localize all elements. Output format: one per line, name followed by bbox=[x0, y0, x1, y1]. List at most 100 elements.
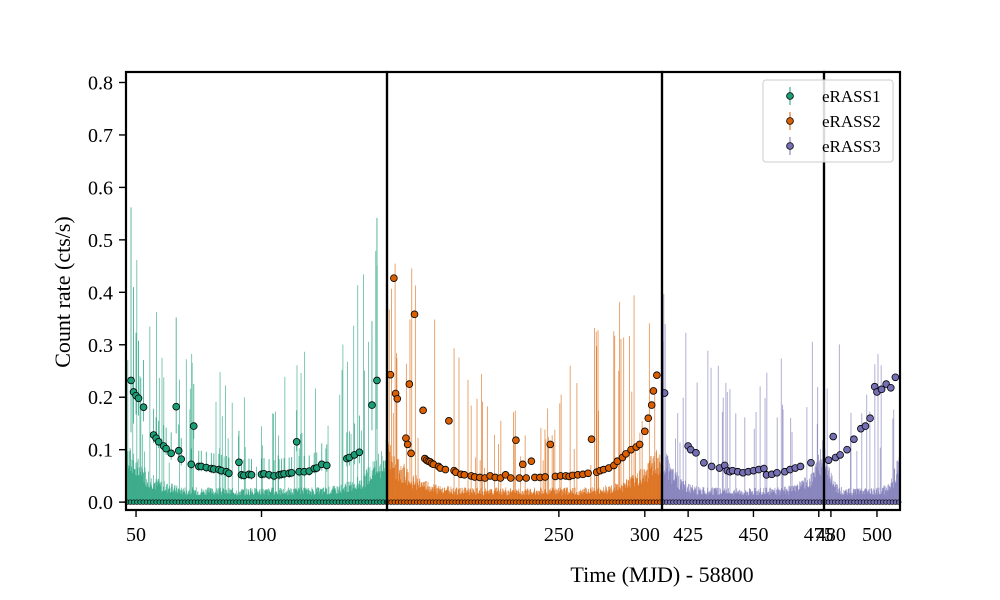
panel-frames-layer bbox=[124, 70, 902, 512]
y-tick-label: 0.7 bbox=[88, 125, 113, 147]
legend-label: eRASS2 bbox=[822, 112, 881, 131]
data-point bbox=[644, 414, 653, 423]
data-point bbox=[641, 427, 649, 436]
data-point bbox=[441, 465, 450, 474]
y-tick-label: 0.3 bbox=[88, 335, 113, 357]
data-point bbox=[127, 376, 135, 385]
data-point bbox=[403, 440, 412, 449]
data-point bbox=[760, 464, 768, 473]
data-point bbox=[235, 458, 243, 467]
data-point bbox=[807, 458, 815, 467]
legend-marker bbox=[786, 92, 794, 100]
data-point bbox=[522, 474, 531, 482]
panel-frame bbox=[822, 70, 902, 512]
data-point bbox=[506, 474, 515, 482]
y-tick-label: 0.6 bbox=[88, 177, 113, 199]
data-point bbox=[886, 383, 895, 392]
x-tick-label: 500 bbox=[862, 524, 892, 546]
data-point bbox=[187, 460, 196, 469]
data-point bbox=[518, 460, 527, 469]
y-tick-label: 0.1 bbox=[88, 440, 113, 462]
x-tick-label: 425 bbox=[673, 524, 703, 546]
data-point bbox=[407, 449, 415, 458]
data-point bbox=[174, 446, 183, 455]
x-tick-label: 480 bbox=[816, 524, 846, 546]
data-point bbox=[773, 468, 781, 477]
legend-label: eRASS3 bbox=[822, 137, 881, 156]
data-point bbox=[836, 451, 844, 459]
data-point bbox=[460, 471, 469, 479]
data-point bbox=[139, 403, 148, 411]
data-point bbox=[172, 402, 180, 411]
x-tick-label: 100 bbox=[247, 524, 277, 546]
data-point bbox=[167, 449, 175, 458]
data-point bbox=[584, 469, 592, 478]
x-tick-label: 450 bbox=[738, 524, 768, 546]
y-axis-label: Count rate (cts/s) bbox=[50, 216, 75, 368]
data-point bbox=[707, 462, 716, 471]
y-axis: 0.0 0.1 0.2 0.3 0.4 0.5 0.6 0.7 0.8 bbox=[88, 72, 126, 514]
data-point bbox=[891, 373, 900, 382]
zero-points-layer bbox=[124, 499, 902, 505]
error-bands-layer bbox=[125, 207, 900, 503]
data-point bbox=[692, 449, 700, 457]
data-point bbox=[829, 432, 838, 441]
data-point bbox=[541, 473, 549, 481]
legend-entries: eRASS1 eRASS2 eRASS3 bbox=[786, 87, 881, 156]
data-point bbox=[393, 394, 402, 403]
data-point bbox=[622, 450, 630, 458]
data-point bbox=[292, 438, 301, 446]
data-point bbox=[373, 376, 381, 385]
data-point bbox=[247, 471, 256, 479]
data-point bbox=[162, 444, 170, 453]
data-point bbox=[850, 435, 858, 443]
data-point bbox=[527, 457, 536, 466]
legend-marker bbox=[786, 142, 794, 150]
data-point bbox=[355, 448, 364, 457]
data-point bbox=[700, 458, 708, 467]
legend-box bbox=[762, 79, 894, 163]
data-point bbox=[410, 310, 419, 319]
y-tick-label: 0.5 bbox=[88, 230, 113, 252]
legend-label: eRASS1 bbox=[822, 87, 881, 106]
data-point bbox=[322, 461, 331, 470]
data-points-layer bbox=[127, 274, 900, 482]
data-point bbox=[653, 371, 661, 379]
data-point bbox=[587, 435, 596, 443]
data-point bbox=[225, 469, 233, 478]
data-point bbox=[515, 474, 524, 482]
x-tick-label: 300 bbox=[630, 524, 660, 546]
data-point bbox=[647, 401, 656, 409]
data-point bbox=[312, 464, 321, 472]
data-point bbox=[402, 434, 410, 442]
data-point bbox=[390, 274, 398, 282]
y-tick-label: 0.2 bbox=[88, 387, 113, 409]
data-point bbox=[635, 440, 644, 449]
data-point bbox=[877, 385, 886, 394]
data-point bbox=[189, 422, 198, 430]
data-point bbox=[368, 401, 376, 409]
y-tick-label: 0.0 bbox=[88, 492, 113, 514]
x-tick-label: 50 bbox=[126, 524, 146, 546]
data-point bbox=[287, 468, 296, 477]
y-tick-label: 0.8 bbox=[88, 72, 113, 94]
data-point bbox=[512, 436, 520, 445]
data-point bbox=[445, 417, 453, 425]
data-point bbox=[649, 387, 658, 395]
data-point bbox=[177, 455, 186, 463]
data-point bbox=[866, 414, 874, 423]
x-axis-label: Time (MJD) - 58800 bbox=[570, 562, 753, 587]
data-point bbox=[843, 445, 851, 454]
data-point bbox=[419, 406, 427, 415]
data-point bbox=[154, 438, 163, 446]
data-point bbox=[546, 440, 555, 449]
x-tick-label: 475 bbox=[804, 524, 834, 546]
data-point bbox=[861, 422, 870, 430]
data-point bbox=[796, 462, 805, 471]
data-point bbox=[405, 380, 414, 388]
y-tick-label: 0.4 bbox=[88, 282, 113, 304]
data-point bbox=[824, 456, 833, 464]
x-tick-label: 250 bbox=[544, 524, 574, 546]
